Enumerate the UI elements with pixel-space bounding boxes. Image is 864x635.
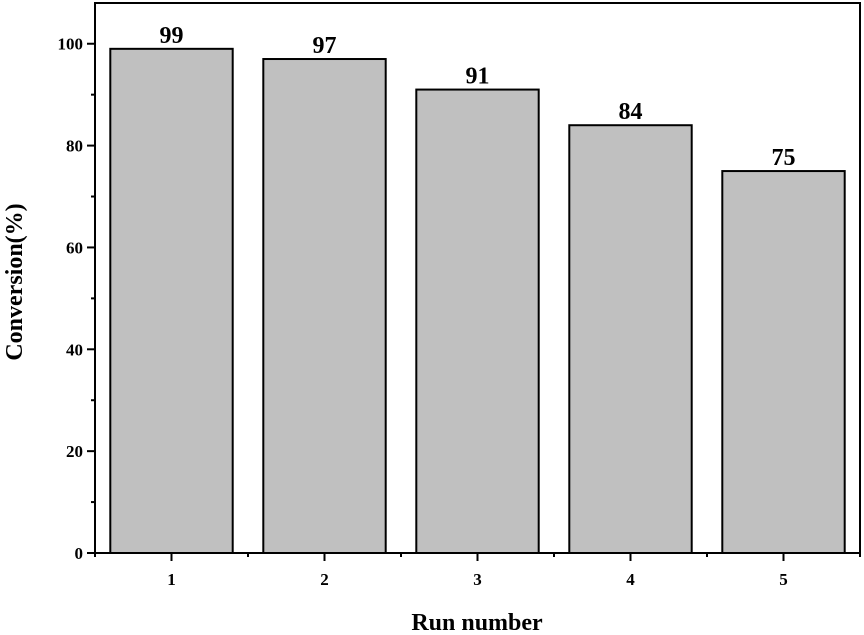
y-tick-label: 80 <box>66 137 83 156</box>
x-tick-label: 4 <box>626 570 635 589</box>
y-tick-label: 100 <box>58 35 84 54</box>
data-label-run-2: 97 <box>313 33 337 59</box>
y-tick-label: 40 <box>66 340 83 359</box>
bars-layer <box>109 47 846 555</box>
y-axis: 0 20 40 60 80 100 <box>58 35 95 563</box>
y-tick-label: 60 <box>66 238 83 257</box>
x-tick-label: 2 <box>320 570 329 589</box>
y-axis-title: Conversion(%) <box>2 203 28 360</box>
bar-run-2 <box>262 58 387 555</box>
x-tick-label: 5 <box>779 570 788 589</box>
bar-run-5 <box>721 170 846 554</box>
bar-run-4 <box>568 124 693 554</box>
data-labels-layer: 99 97 91 84 75 <box>160 23 796 171</box>
data-label-run-1: 99 <box>160 23 184 49</box>
x-axis: 1 2 3 4 5 <box>94 553 861 589</box>
data-label-run-5: 75 <box>772 145 796 171</box>
y-tick-label: 0 <box>75 544 84 563</box>
x-tick-label: 1 <box>167 570 176 589</box>
y-tick-label: 20 <box>66 442 83 461</box>
data-label-run-3: 91 <box>466 64 490 90</box>
data-label-run-4: 84 <box>619 99 643 125</box>
x-axis-title: Run number <box>411 610 543 635</box>
bar-run-3 <box>415 88 540 554</box>
x-tick-label: 3 <box>473 570 482 589</box>
bar-run-1 <box>109 47 234 555</box>
